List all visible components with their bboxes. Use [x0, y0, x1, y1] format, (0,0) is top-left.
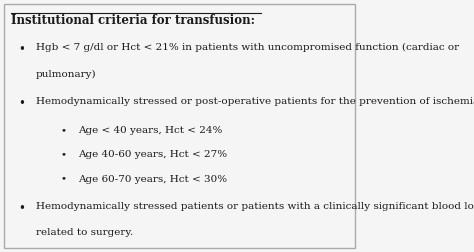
Text: Age 60-70 years, Hct < 30%: Age 60-70 years, Hct < 30%: [78, 175, 227, 184]
Text: •: •: [60, 150, 66, 159]
Text: Institutional criteria for transfusion:: Institutional criteria for transfusion:: [11, 14, 255, 27]
Text: Hemodynamically stressed or post-operative patients for the prevention of ischem: Hemodynamically stressed or post-operati…: [36, 97, 474, 106]
Text: pulmonary): pulmonary): [36, 70, 96, 79]
Text: Age 40-60 years, Hct < 27%: Age 40-60 years, Hct < 27%: [78, 150, 227, 159]
Text: Hgb < 7 g/dl or Hct < 21% in patients with uncompromised function (cardiac or: Hgb < 7 g/dl or Hct < 21% in patients wi…: [36, 43, 459, 52]
Text: •: •: [60, 175, 66, 184]
Text: Hemodynamically stressed patients or patients with a clinically significant bloo: Hemodynamically stressed patients or pat…: [36, 202, 474, 210]
Text: •: •: [18, 97, 25, 110]
Text: •: •: [60, 126, 66, 135]
Text: •: •: [18, 43, 25, 56]
Text: •: •: [18, 202, 25, 214]
Text: related to surgery.: related to surgery.: [36, 228, 133, 237]
Text: Age < 40 years, Hct < 24%: Age < 40 years, Hct < 24%: [78, 126, 222, 135]
